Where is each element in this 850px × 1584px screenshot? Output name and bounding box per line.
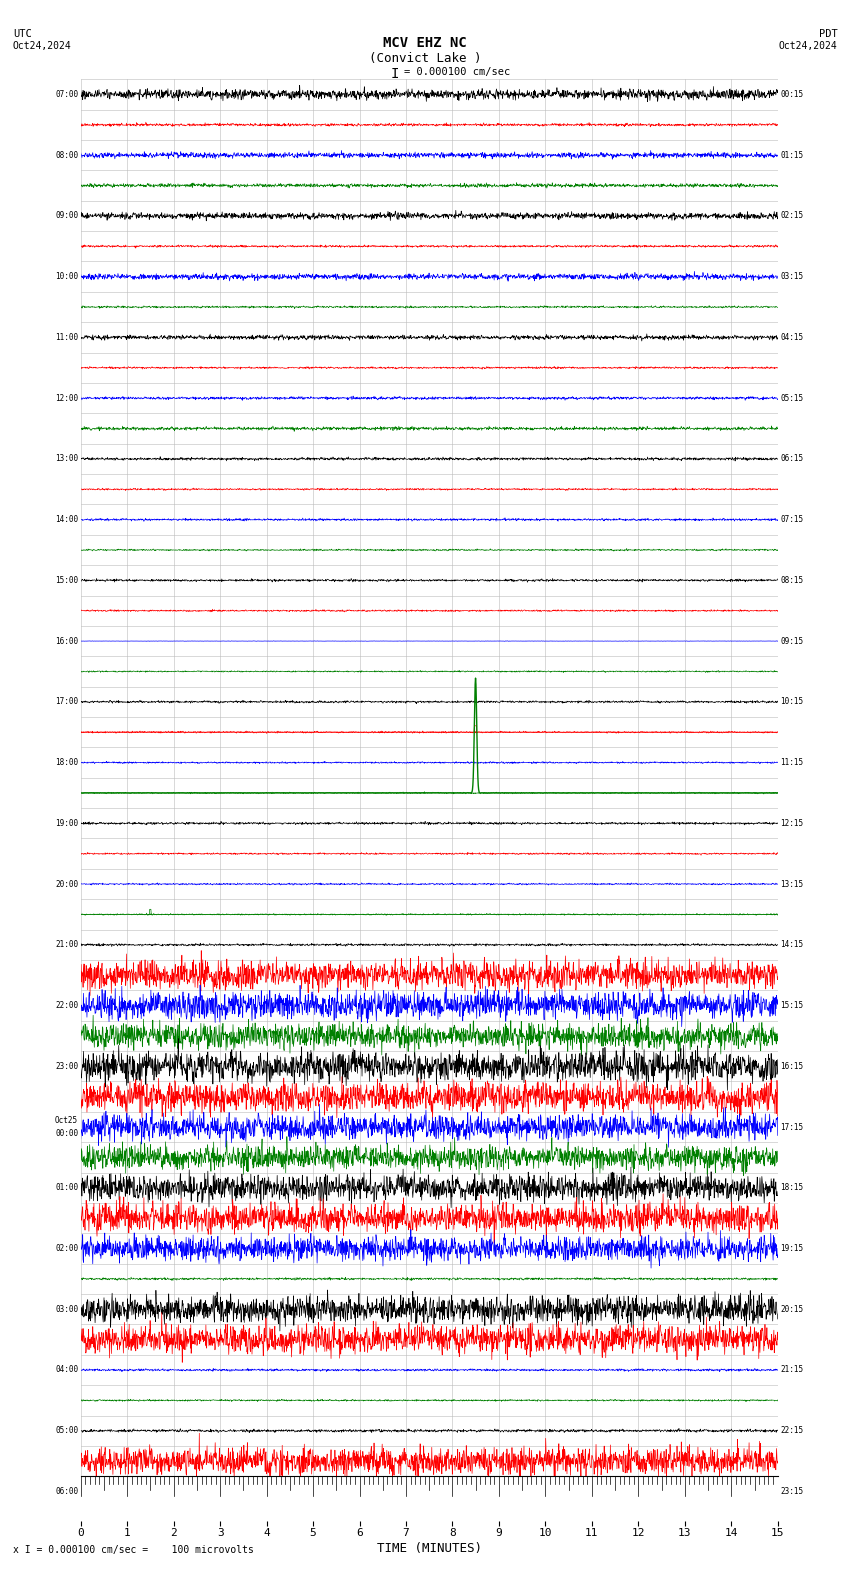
Text: 22:15: 22:15 (780, 1426, 803, 1435)
Text: 05:15: 05:15 (780, 393, 803, 402)
Text: 04:00: 04:00 (55, 1365, 78, 1375)
Text: 22:00: 22:00 (55, 1001, 78, 1011)
Text: 16:15: 16:15 (780, 1061, 803, 1071)
Text: 09:15: 09:15 (780, 637, 803, 646)
Text: 21:00: 21:00 (55, 941, 78, 949)
Text: 06:15: 06:15 (780, 455, 803, 464)
Text: 00:15: 00:15 (780, 90, 803, 98)
Text: 14:15: 14:15 (780, 941, 803, 949)
Text: x I = 0.000100 cm/sec =    100 microvolts: x I = 0.000100 cm/sec = 100 microvolts (13, 1546, 253, 1555)
Text: 03:15: 03:15 (780, 272, 803, 280)
Text: 03:00: 03:00 (55, 1305, 78, 1313)
Text: 17:00: 17:00 (55, 697, 78, 706)
Text: = 0.000100 cm/sec: = 0.000100 cm/sec (404, 67, 510, 76)
Text: 18:00: 18:00 (55, 759, 78, 767)
Text: Oct24,2024: Oct24,2024 (779, 41, 837, 51)
Text: 16:00: 16:00 (55, 637, 78, 646)
Text: 20:15: 20:15 (780, 1305, 803, 1313)
Text: 14:00: 14:00 (55, 515, 78, 524)
Text: 05:00: 05:00 (55, 1426, 78, 1435)
Text: 18:15: 18:15 (780, 1183, 803, 1193)
Text: 11:15: 11:15 (780, 759, 803, 767)
Text: 12:00: 12:00 (55, 393, 78, 402)
Text: 08:00: 08:00 (55, 150, 78, 160)
Text: 20:00: 20:00 (55, 879, 78, 889)
Text: 12:15: 12:15 (780, 819, 803, 828)
Text: 23:15: 23:15 (780, 1487, 803, 1495)
Text: 19:00: 19:00 (55, 819, 78, 828)
Text: 04:15: 04:15 (780, 333, 803, 342)
Text: 17:15: 17:15 (780, 1123, 803, 1131)
Text: 15:00: 15:00 (55, 577, 78, 584)
Text: 00:00: 00:00 (55, 1128, 78, 1137)
Text: 15:15: 15:15 (780, 1001, 803, 1011)
Text: Oct25: Oct25 (55, 1117, 78, 1126)
Text: 10:00: 10:00 (55, 272, 78, 280)
Text: 01:00: 01:00 (55, 1183, 78, 1193)
Text: 13:15: 13:15 (780, 879, 803, 889)
Text: 19:15: 19:15 (780, 1243, 803, 1253)
Text: 10:15: 10:15 (780, 697, 803, 706)
Text: UTC: UTC (13, 29, 31, 38)
Text: 21:15: 21:15 (780, 1365, 803, 1375)
Text: PDT: PDT (819, 29, 837, 38)
Text: 01:15: 01:15 (780, 150, 803, 160)
Text: I: I (391, 67, 399, 81)
Text: 11:00: 11:00 (55, 333, 78, 342)
Text: 13:00: 13:00 (55, 455, 78, 464)
Text: 23:00: 23:00 (55, 1061, 78, 1071)
Text: 02:15: 02:15 (780, 211, 803, 220)
X-axis label: TIME (MINUTES): TIME (MINUTES) (377, 1543, 482, 1555)
Text: (Convict Lake ): (Convict Lake ) (369, 52, 481, 65)
Text: 07:15: 07:15 (780, 515, 803, 524)
Text: Oct24,2024: Oct24,2024 (13, 41, 71, 51)
Text: 07:00: 07:00 (55, 90, 78, 98)
Text: 08:15: 08:15 (780, 577, 803, 584)
Text: 02:00: 02:00 (55, 1243, 78, 1253)
Text: 09:00: 09:00 (55, 211, 78, 220)
Text: MCV EHZ NC: MCV EHZ NC (383, 36, 467, 51)
Text: 06:00: 06:00 (55, 1487, 78, 1495)
